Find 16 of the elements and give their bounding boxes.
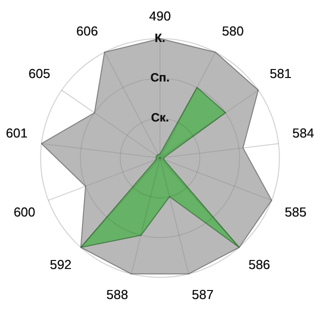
y-tick-label: Ск. <box>150 110 170 125</box>
spoke-label: 600 <box>14 204 36 220</box>
spoke-label: 584 <box>292 126 314 141</box>
spoke-label: 585 <box>284 204 306 220</box>
spoke-label: 587 <box>192 286 214 302</box>
spoke-label: 581 <box>270 66 292 81</box>
spoke-label: 606 <box>76 24 98 39</box>
y-tick-label: Сп. <box>150 70 170 85</box>
spoke-label: 588 <box>106 286 128 302</box>
y-tick-label: К. <box>154 30 166 45</box>
spoke-label: 605 <box>28 66 50 81</box>
spoke-label: 586 <box>248 257 270 272</box>
spoke-label: 601 <box>6 126 28 141</box>
spoke-label: 490 <box>149 8 171 24</box>
spoke-label: 592 <box>50 257 72 272</box>
spoke-label: 580 <box>222 24 244 39</box>
